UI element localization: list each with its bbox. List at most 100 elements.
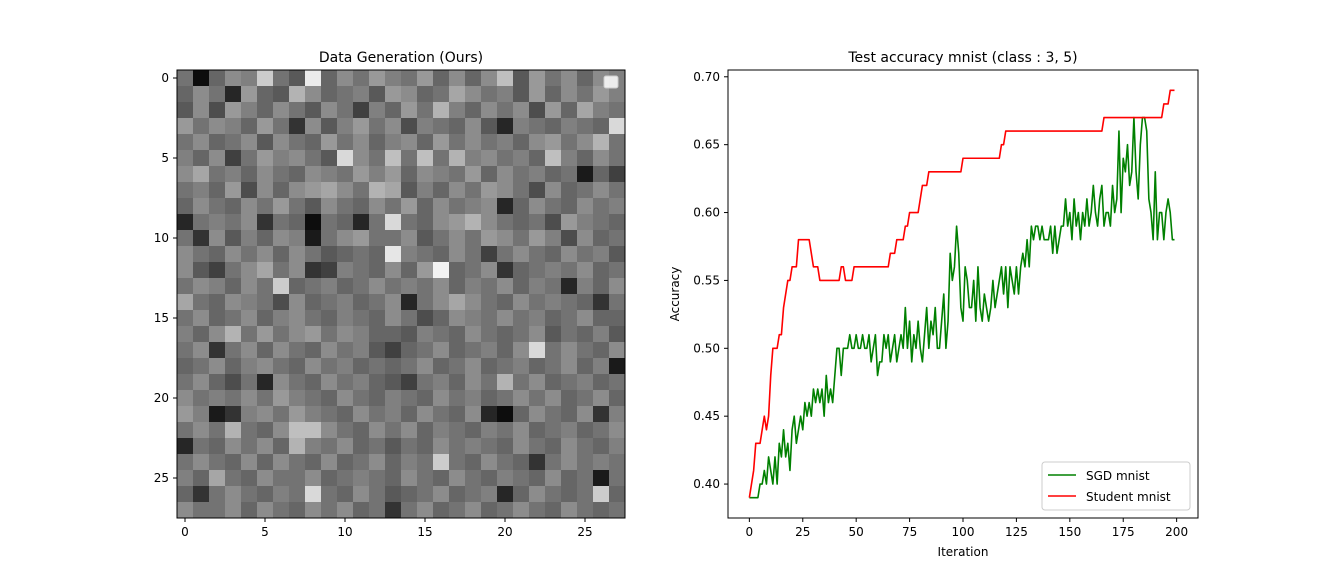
heatmap-cell — [273, 422, 290, 439]
heatmap-cell — [481, 390, 498, 407]
heatmap-cell — [321, 246, 338, 263]
heatmap-cell — [529, 214, 546, 231]
heatmap-cell — [449, 198, 466, 215]
heatmap-cell — [193, 246, 210, 263]
heatmap-y-axis: 0 5 10 15 20 25 — [154, 71, 177, 485]
heatmap-cell — [337, 422, 354, 439]
heatmap-cell — [177, 310, 194, 327]
heatmap-cell — [481, 358, 498, 375]
heatmap-cell — [321, 470, 338, 487]
heatmap-cell — [545, 470, 562, 487]
heatmap-cell — [529, 310, 546, 327]
heatmap-cell — [305, 262, 322, 279]
heatmap-cell — [417, 326, 434, 343]
heatmap-cell — [257, 246, 274, 263]
heatmap-cell — [545, 118, 562, 135]
heatmap-cell — [609, 150, 626, 167]
heatmap-cell — [481, 278, 498, 295]
heatmap-cell — [321, 390, 338, 407]
heatmap-cell — [545, 406, 562, 423]
heatmap-cell — [497, 102, 514, 119]
heatmap-cell — [561, 422, 578, 439]
heatmap-cell — [481, 374, 498, 391]
heatmap-cell — [289, 342, 306, 359]
heatmap-cell — [241, 326, 258, 343]
heatmap-cell — [449, 166, 466, 183]
heatmap-cell — [481, 230, 498, 247]
heatmap-cell — [337, 86, 354, 103]
heatmap-cell — [545, 390, 562, 407]
heatmap-cell — [385, 422, 402, 439]
heatmap-cell — [401, 502, 418, 519]
heatmap-cell — [529, 294, 546, 311]
heatmap-cell — [401, 374, 418, 391]
heatmap-cell — [225, 278, 242, 295]
heatmap-cell — [193, 150, 210, 167]
heatmap-cell — [481, 470, 498, 487]
heatmap-cell — [529, 150, 546, 167]
heatmap-cell — [257, 166, 274, 183]
x-tick-label: 15 — [417, 525, 432, 539]
heatmap-cell — [449, 326, 466, 343]
heatmap-cell — [321, 406, 338, 423]
heatmap-cell — [257, 214, 274, 231]
heatmap-cell — [353, 166, 370, 183]
x-tick-label: 50 — [849, 525, 864, 539]
heatmap-cell — [561, 118, 578, 135]
heatmap-cell — [273, 150, 290, 167]
heatmap-cell — [481, 182, 498, 199]
heatmap-cell — [593, 374, 610, 391]
heatmap-cell — [529, 118, 546, 135]
heatmap-cell — [273, 502, 290, 519]
heatmap-cell — [465, 374, 482, 391]
heatmap-cell — [193, 310, 210, 327]
heatmap-cell — [417, 486, 434, 503]
heatmap-cell — [225, 374, 242, 391]
heatmap-cell — [305, 118, 322, 135]
heatmap-cell — [209, 438, 226, 455]
heatmap-cell — [289, 230, 306, 247]
heatmap-cell — [545, 86, 562, 103]
heatmap-cell — [353, 470, 370, 487]
heatmap-cell — [177, 86, 194, 103]
heatmap-cell — [609, 502, 626, 519]
heatmap-cell — [241, 310, 258, 327]
heatmap-cell — [225, 70, 242, 87]
heatmap-cell — [449, 150, 466, 167]
heatmap-cell — [513, 486, 530, 503]
heatmap-cell — [337, 294, 354, 311]
heatmap-cell — [433, 150, 450, 167]
heatmap-cell — [385, 342, 402, 359]
heatmap-cell — [225, 422, 242, 439]
y-tick-label: 0.45 — [693, 409, 720, 423]
heatmap-cell — [417, 454, 434, 471]
heatmap-cell — [241, 342, 258, 359]
heatmap-cell — [401, 118, 418, 135]
x-tick-label: 150 — [1058, 525, 1081, 539]
heatmap-cell — [561, 182, 578, 199]
heatmap-cell — [353, 326, 370, 343]
heatmap-cell — [513, 326, 530, 343]
heatmap-cell — [321, 150, 338, 167]
heatmap-cell — [385, 502, 402, 519]
heatmap-cell — [273, 182, 290, 199]
heatmap-cell — [177, 150, 194, 167]
heatmap-cell — [465, 70, 482, 87]
heatmap-cell — [177, 246, 194, 263]
heatmap-cell — [305, 134, 322, 151]
heatmap-cell — [241, 406, 258, 423]
heatmap-cell — [401, 390, 418, 407]
heatmap-cell — [353, 118, 370, 135]
heatmap-cell — [193, 262, 210, 279]
heatmap-cell — [273, 198, 290, 215]
heatmap-cell — [305, 422, 322, 439]
heatmap-cell — [305, 86, 322, 103]
heatmap-cell — [177, 358, 194, 375]
heatmap-cell — [513, 422, 530, 439]
heatmap-cell — [561, 294, 578, 311]
heatmap-cell — [497, 70, 514, 87]
heatmap-cell — [561, 214, 578, 231]
heatmap-cell — [177, 390, 194, 407]
heatmap-cell — [433, 454, 450, 471]
heatmap-cell — [497, 470, 514, 487]
